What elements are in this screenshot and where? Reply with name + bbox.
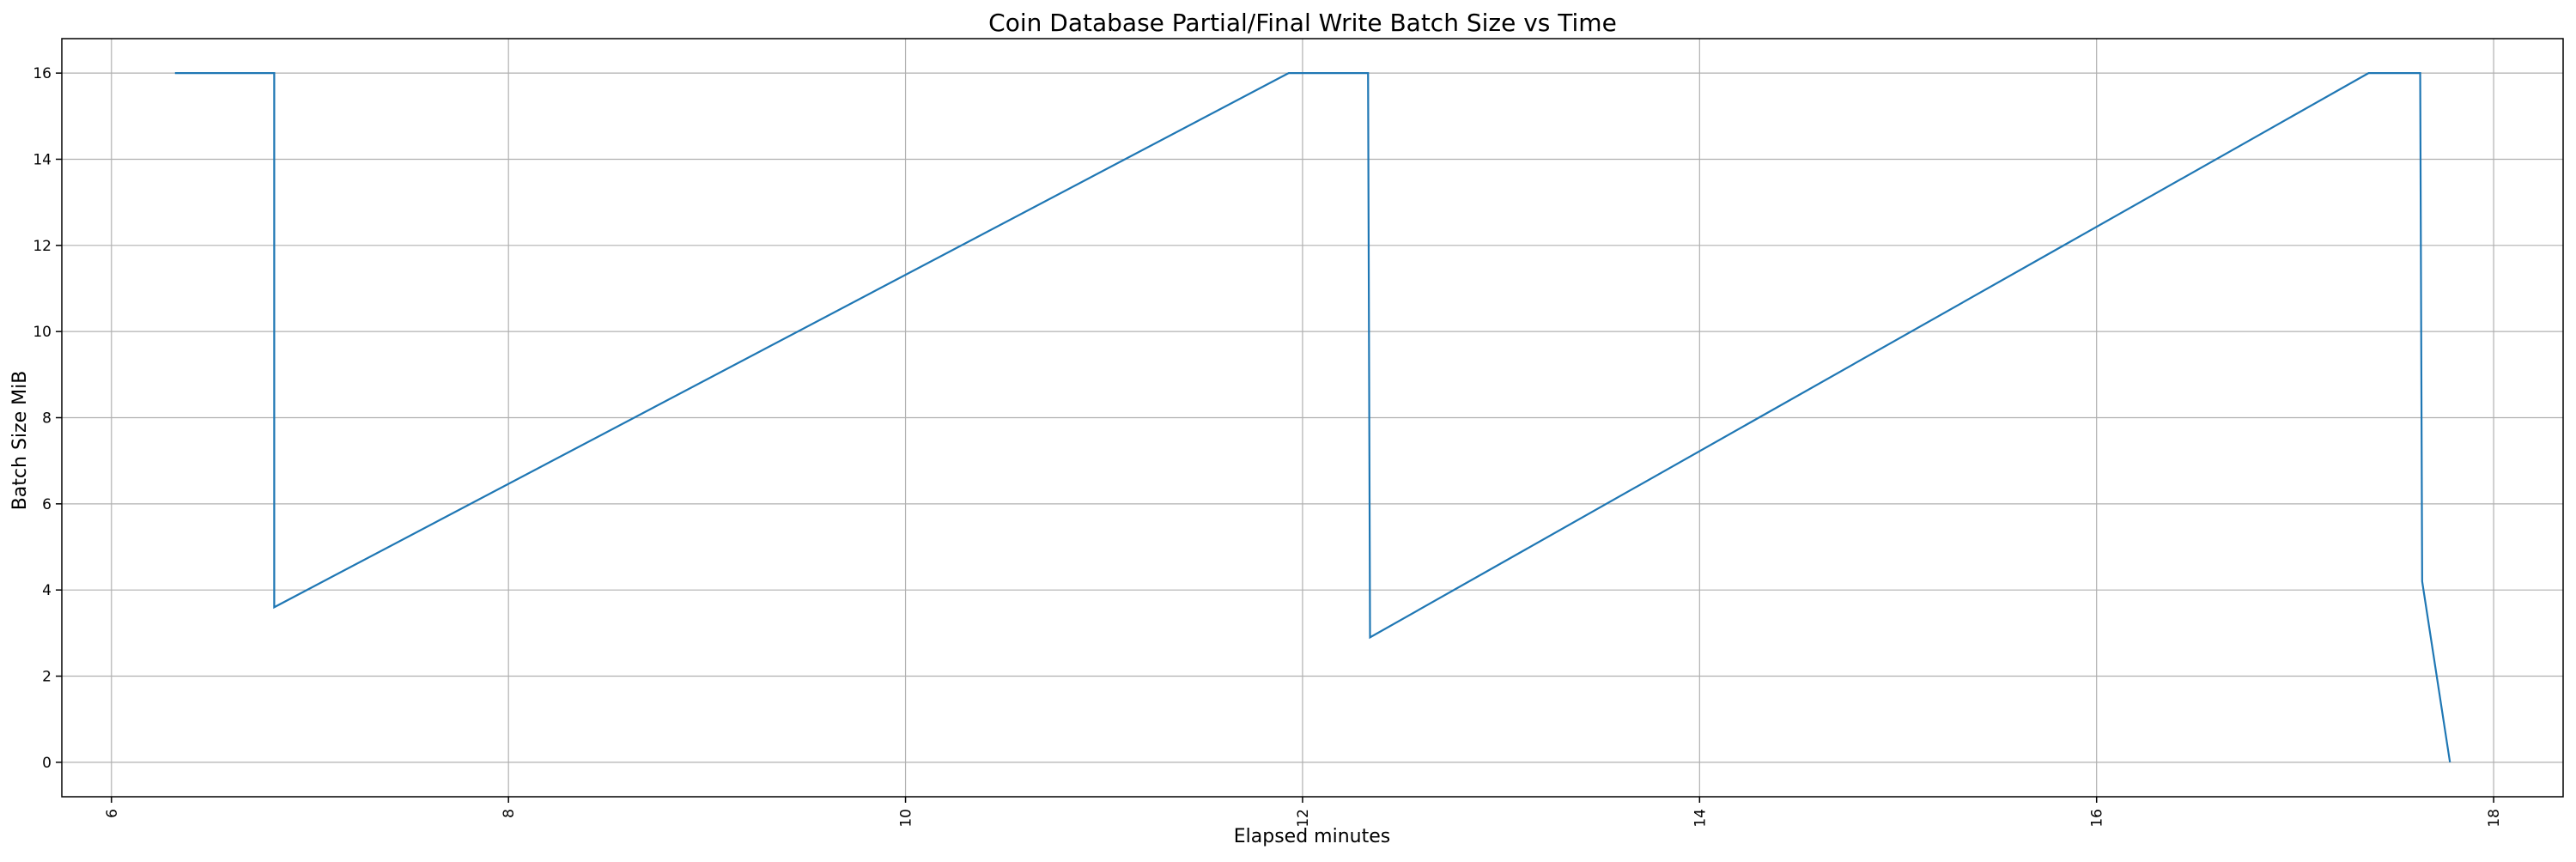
x-tick-label: 6	[104, 809, 121, 818]
x-axis-label: Elapsed minutes	[1234, 826, 1390, 847]
x-tick-label: 18	[2486, 809, 2503, 828]
x-tick-label: 8	[501, 809, 518, 818]
x-tick-label: 16	[2089, 809, 2106, 828]
y-tick-label: 6	[42, 496, 52, 513]
x-tick-label: 12	[1295, 809, 1312, 828]
y-axis-label: Batch Size MiB	[9, 371, 31, 511]
y-tick-label: 0	[42, 755, 52, 772]
x-tick-label: 10	[898, 809, 915, 828]
y-tick-label: 4	[42, 582, 52, 599]
series-line	[174, 72, 2451, 763]
plot-area: 6 8 10 12 14 16 18 0 2 4 6 8 10 12 14 16	[33, 38, 2564, 828]
y-tick-label: 16	[33, 65, 52, 82]
chart-title: Coin Database Partial/Final Write Batch …	[988, 9, 1617, 37]
x-tick-label: 14	[1692, 809, 1709, 828]
y-tick-label: 10	[33, 324, 52, 341]
y-tick-label: 2	[42, 669, 52, 686]
y-tick-label: 12	[33, 238, 52, 255]
y-tick-label: 8	[42, 410, 52, 428]
y-tick-label: 14	[33, 151, 52, 168]
